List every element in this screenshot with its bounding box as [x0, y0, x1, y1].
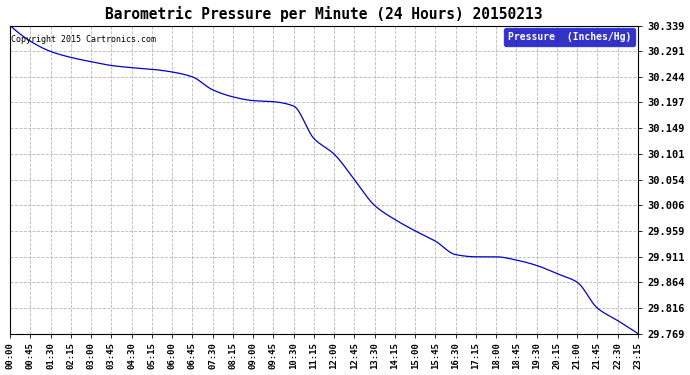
- Text: Copyright 2015 Cartronics.com: Copyright 2015 Cartronics.com: [11, 35, 157, 44]
- Legend: Pressure  (Inches/Hg): Pressure (Inches/Hg): [504, 28, 635, 46]
- Title: Barometric Pressure per Minute (24 Hours) 20150213: Barometric Pressure per Minute (24 Hours…: [106, 6, 543, 21]
